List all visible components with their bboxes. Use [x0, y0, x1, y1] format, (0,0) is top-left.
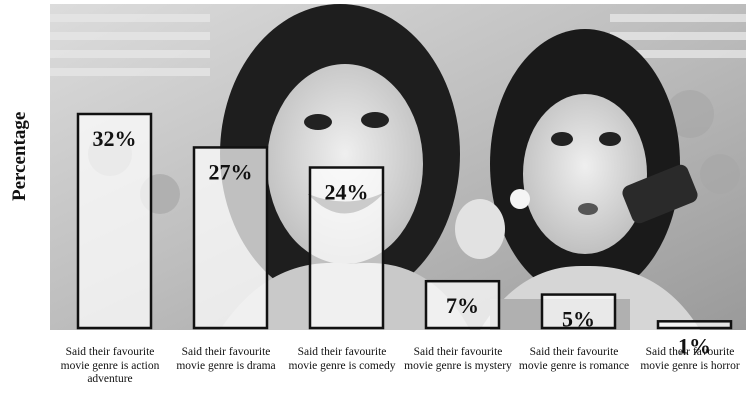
bar-1 — [192, 146, 269, 330]
bar-value-label-4: 5% — [562, 307, 595, 332]
bar-3 — [424, 279, 501, 330]
bar-value-label-1: 27% — [209, 159, 253, 184]
category-label-0: Said their favourite movie genre is acti… — [60, 346, 160, 385]
category-label-1: Said their favourite movie genre is dram… — [176, 346, 276, 372]
bar-value-label-0: 32% — [93, 126, 137, 151]
bars-group: 32% 27% 24% 7% 5% 1% — [76, 112, 733, 358]
bar-value-label-3: 7% — [446, 293, 479, 318]
category-label-3: Said their favourite movie genre is myst… — [404, 346, 512, 372]
category-label-4: Said their favourite movie genre is roma… — [518, 346, 630, 372]
bar-4 — [540, 293, 617, 330]
bar-2 — [308, 166, 385, 330]
bar-0 — [76, 112, 153, 330]
bar-value-label-5: 1% — [678, 333, 711, 358]
bar-value-label-2: 24% — [325, 180, 369, 205]
category-label-5: Said their favourite movie genre is horr… — [640, 346, 740, 372]
bar-5 — [656, 320, 733, 330]
background-photo — [50, 4, 746, 330]
category-label-2: Said their favourite movie genre is come… — [288, 346, 396, 372]
